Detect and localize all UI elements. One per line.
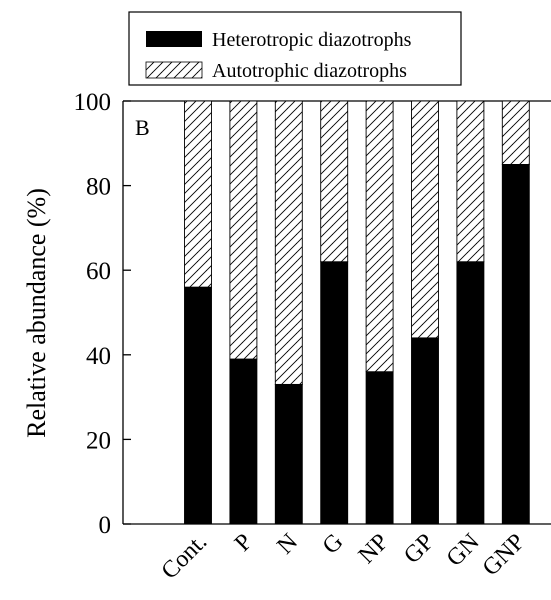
y-tick-label: 100 <box>74 89 112 116</box>
bar-autotrophic-1 <box>184 100 212 288</box>
legend-label-autotrophic: Autotrophic diazotrophs <box>212 60 407 82</box>
bar-heterotropic-7 <box>456 261 485 525</box>
y-tick-label: 80 <box>86 174 111 201</box>
y-axis-title: Relative abundance (%) <box>22 188 51 438</box>
x-tick-label: G <box>318 529 349 560</box>
bar-heterotropic-1 <box>184 286 212 525</box>
legend-swatch-autotrophic <box>145 61 203 79</box>
bar-autotrophic-3 <box>274 100 303 385</box>
bar-heterotropic-5 <box>365 371 394 525</box>
bar-heterotropic-2 <box>229 358 258 525</box>
bar-heterotropic-3 <box>274 383 303 525</box>
legend-swatch-heterotropic <box>146 31 202 47</box>
legend: Heterotropic diazotrophs Autotrophic dia… <box>128 11 462 86</box>
bar-autotrophic-4 <box>320 100 349 263</box>
x-tick-label: GP <box>399 529 439 569</box>
bar-autotrophic-6 <box>411 100 439 339</box>
bar-autotrophic-8 <box>501 100 530 165</box>
x-tick-label: Cont. <box>157 529 213 585</box>
y-tick-label: 40 <box>86 343 111 370</box>
y-tick-label: 60 <box>86 258 111 285</box>
x-tick-label: GNP <box>478 529 530 581</box>
panel-label: B <box>135 115 150 140</box>
x-tick-label: GN <box>442 529 485 572</box>
x-tick-label: N <box>272 529 303 560</box>
bar-heterotropic-8 <box>501 163 530 525</box>
x-tick-label: P <box>230 529 258 557</box>
x-tick-label: NP <box>354 529 394 569</box>
bar-heterotropic-4 <box>320 261 349 525</box>
bars <box>184 100 530 525</box>
legend-label-heterotropic: Heterotropic diazotrophs <box>212 29 412 51</box>
bar-autotrophic-2 <box>229 100 258 360</box>
bar-heterotropic-6 <box>411 337 439 525</box>
y-tick-label: 0 <box>99 512 112 539</box>
bar-autotrophic-5 <box>365 100 394 373</box>
y-ticks: 0 20 40 60 80 100 <box>74 89 131 539</box>
bar-autotrophic-7 <box>456 100 485 263</box>
y-tick-label: 20 <box>86 427 111 454</box>
